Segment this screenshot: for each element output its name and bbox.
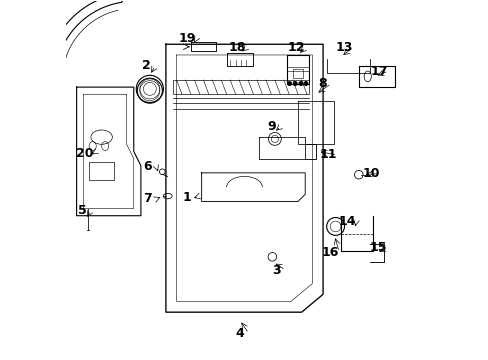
Bar [173,80,308,94]
Text: 1: 1 [183,191,191,204]
Text: 2: 2 [142,59,150,72]
Text: 6: 6 [142,160,151,173]
Circle shape [293,82,296,85]
Circle shape [304,82,307,85]
Text: 3: 3 [272,264,281,276]
Text: 7: 7 [142,193,151,206]
Circle shape [287,82,291,85]
Text: 14: 14 [338,215,355,228]
Text: 5: 5 [78,204,86,217]
Text: 10: 10 [362,167,379,180]
Text: 15: 15 [369,241,386,255]
Text: 4: 4 [235,327,244,340]
Bar [292,69,303,78]
Text: 8: 8 [317,77,326,90]
Text: 13: 13 [335,41,352,54]
Text: 17: 17 [370,64,387,77]
Text: 9: 9 [267,120,276,133]
Bar [89,162,114,180]
Text: 19: 19 [178,32,196,45]
Text: 16: 16 [321,246,338,258]
Text: 11: 11 [319,148,337,162]
Text: 18: 18 [228,41,245,54]
Text: 20: 20 [76,147,93,160]
Text: 12: 12 [287,41,305,54]
Circle shape [299,82,302,85]
